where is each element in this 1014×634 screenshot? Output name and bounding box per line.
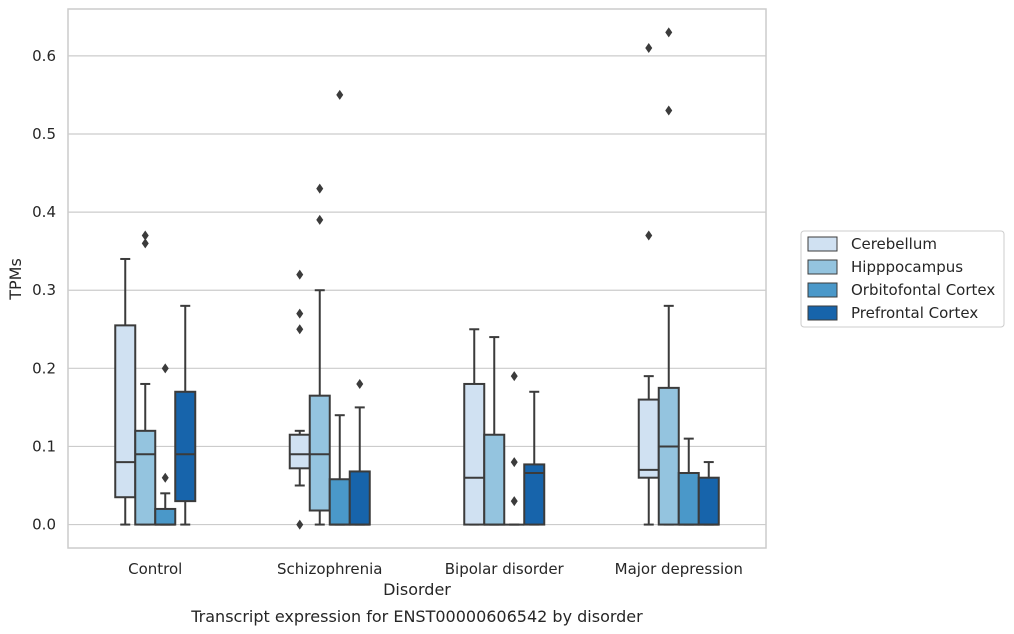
- outlier-point: [510, 457, 518, 468]
- box-group: [328, 89, 351, 526]
- box-group: [174, 304, 197, 526]
- legend-label: Hipppocampus: [851, 258, 963, 276]
- box-iqr: [483, 433, 506, 526]
- outlier-point: [510, 371, 518, 382]
- outlier-point: [316, 214, 324, 225]
- box-iqr: [637, 398, 660, 479]
- y-tick-label: 0.1: [32, 437, 56, 455]
- box-group: [504, 371, 525, 526]
- outlier-point: [356, 378, 364, 389]
- box-iqr: [114, 324, 137, 499]
- box-iqr: [523, 463, 546, 526]
- outlier-point: [296, 519, 304, 530]
- figure-caption: Transcript expression for ENST0000060654…: [190, 607, 643, 626]
- outlier-point: [141, 230, 149, 241]
- outlier-point: [161, 363, 169, 374]
- legend-label: Orbitofontal Cortex: [851, 281, 995, 299]
- box-iqr: [463, 382, 486, 526]
- box-series: [114, 27, 720, 530]
- x-tick-label: Control: [128, 560, 182, 578]
- box-group: [308, 183, 331, 526]
- legend-swatch: [807, 282, 838, 298]
- legend: Cerebellum Hipppocampus Orbitofontal Corte…: [800, 230, 1005, 328]
- outlier-point: [296, 269, 304, 280]
- y-tick-label: 0.0: [32, 516, 56, 534]
- box-iqr: [288, 433, 311, 470]
- y-axis-label: TPMs: [6, 258, 25, 301]
- outlier-point: [665, 27, 673, 38]
- outlier-point: [296, 308, 304, 319]
- y-tick-label: 0.3: [32, 281, 56, 299]
- box-iqr: [348, 470, 371, 526]
- y-tick-label: 0.2: [32, 359, 56, 377]
- outlier-point: [161, 472, 169, 483]
- box-iqr: [308, 394, 331, 512]
- outlier-point: [665, 105, 673, 116]
- outlier-point: [296, 324, 304, 335]
- box-group: [114, 257, 137, 526]
- box-group: [697, 461, 720, 526]
- y-tick-label: 0.6: [32, 47, 56, 65]
- box-group: [523, 390, 546, 526]
- legend-swatch: [807, 236, 838, 252]
- box-iqr: [134, 429, 157, 526]
- box-group: [348, 378, 371, 526]
- outlier-point: [141, 238, 149, 249]
- box-group: [483, 336, 506, 526]
- outlier-point: [510, 496, 518, 507]
- x-axis-label: Disorder: [383, 580, 451, 599]
- outlier-point: [316, 183, 324, 194]
- box-group: [154, 363, 177, 526]
- x-axis-ticks: Control Schizophrenia Bipolar disorder Majo…: [128, 560, 743, 578]
- y-axis-ticks: 0.0 0.1 0.2 0.3 0.4 0.5 0.6: [32, 47, 56, 534]
- legend-frame: [800, 230, 1005, 328]
- x-tick-label: Schizophrenia: [277, 560, 382, 578]
- x-tick-label: Major depression: [615, 560, 743, 578]
- box-iqr: [174, 390, 197, 503]
- legend-label: Prefrontal Cortex: [851, 304, 978, 322]
- legend-label: Cerebellum: [851, 235, 937, 253]
- outlier-point: [336, 89, 344, 100]
- box-iqr: [657, 386, 680, 526]
- box-group: [134, 230, 157, 526]
- box-iqr: [154, 507, 177, 526]
- box-group: [677, 437, 700, 526]
- legend-swatch: [807, 305, 838, 321]
- box-iqr: [697, 476, 720, 526]
- box-group: [657, 27, 680, 526]
- box-group: [288, 269, 311, 530]
- box-iqr: [328, 478, 351, 526]
- y-tick-label: 0.4: [32, 203, 56, 221]
- plot-frame: [67, 8, 767, 549]
- box-iqr: [677, 472, 700, 526]
- legend-swatch: [807, 259, 838, 275]
- outlier-point: [645, 43, 653, 54]
- y-tick-label: 0.5: [32, 125, 56, 143]
- x-tick-label: Bipolar disorder: [445, 560, 565, 578]
- outlier-point: [645, 230, 653, 241]
